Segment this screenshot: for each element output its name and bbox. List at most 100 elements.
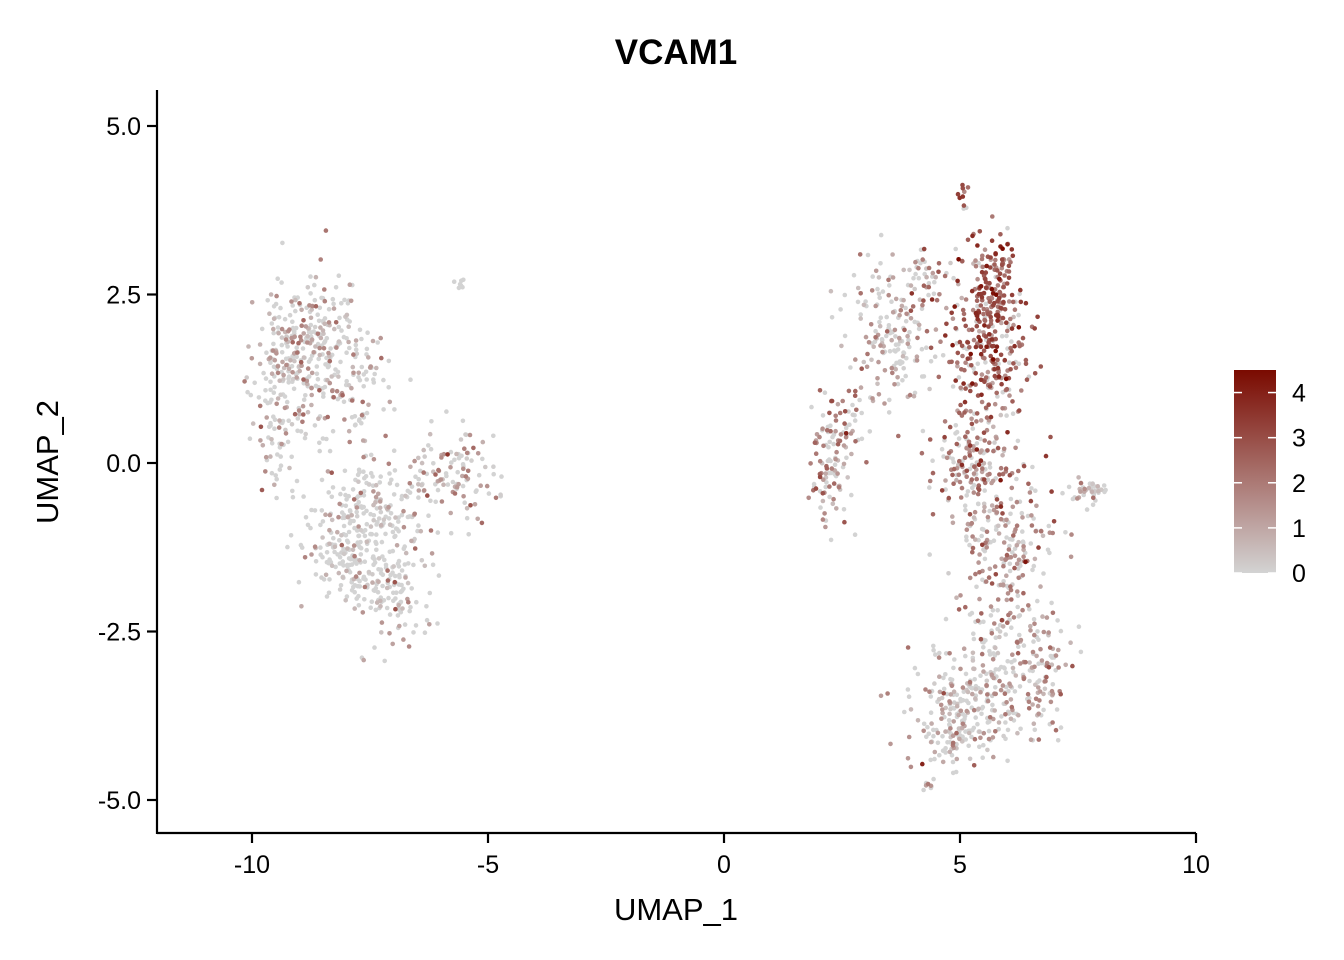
cell-point (995, 365, 1001, 371)
cell-point (925, 781, 931, 787)
cell-point (1076, 624, 1082, 629)
cell-point (316, 318, 322, 324)
cell-point (999, 320, 1004, 326)
cell-point (418, 468, 423, 474)
cell-point (387, 549, 393, 555)
cell-point (890, 275, 896, 280)
cell-point (360, 610, 366, 615)
cell-point (835, 441, 841, 447)
cell-point (1017, 613, 1023, 618)
cell-point (399, 496, 404, 502)
cell-point (906, 337, 911, 343)
cell-point (1032, 664, 1037, 670)
cell-point (971, 666, 976, 671)
cell-point (1069, 532, 1074, 537)
cell-point (371, 457, 377, 462)
cell-point (1007, 472, 1013, 478)
cell-point (299, 604, 304, 609)
cell-point (964, 527, 970, 532)
cell-point (960, 685, 966, 690)
cell-point (312, 508, 318, 513)
cell-point (390, 529, 396, 535)
cell-point (411, 562, 416, 568)
cell-point (990, 735, 996, 740)
cell-point (370, 580, 375, 585)
cell-point (919, 306, 925, 312)
cell-point (412, 511, 418, 517)
cell-point (900, 378, 905, 383)
cell-point (450, 479, 456, 485)
cell-point (969, 288, 975, 294)
cell-point (407, 514, 413, 519)
cell-point (921, 246, 927, 252)
cell-point (449, 460, 454, 465)
cell-point (343, 492, 348, 498)
cell-point (981, 348, 987, 354)
cell-point (295, 350, 300, 355)
cell-point (318, 325, 323, 330)
cell-point (940, 710, 945, 716)
cell-point (828, 428, 833, 434)
cell-point (395, 527, 400, 532)
cell-point (322, 321, 328, 327)
cell-point (370, 338, 376, 344)
cell-point (1006, 710, 1012, 716)
cell-point (966, 730, 972, 736)
cell-point (955, 278, 960, 284)
cell-point (343, 532, 349, 538)
cell-point (917, 297, 923, 303)
cell-point (962, 399, 968, 405)
cell-point (1060, 490, 1065, 496)
cell-point (263, 388, 268, 393)
cell-point (979, 399, 985, 405)
cell-point (947, 424, 953, 430)
cell-point (373, 607, 379, 613)
cell-point (846, 409, 851, 414)
cell-point (859, 410, 864, 416)
cell-point (980, 264, 986, 270)
cell-point (1029, 486, 1034, 491)
cell-point (422, 630, 428, 635)
cell-point (269, 397, 274, 403)
cell-point (933, 652, 938, 657)
cell-point (901, 297, 906, 303)
cell-point (336, 374, 341, 379)
cell-point (1011, 361, 1016, 366)
cell-point (1049, 489, 1054, 494)
cell-point (1014, 476, 1019, 482)
cell-point (242, 379, 247, 384)
cell-point (1084, 507, 1090, 512)
cell-point (295, 428, 300, 434)
cell-point (278, 305, 283, 311)
cell-point (1023, 361, 1029, 367)
cell-point (1014, 543, 1020, 548)
cell-point (312, 423, 318, 428)
cell-point (824, 480, 829, 485)
cell-point (333, 320, 339, 325)
cell-point (1027, 606, 1032, 612)
cell-point (828, 288, 834, 294)
cell-point (897, 335, 902, 341)
cell-point (943, 333, 948, 338)
y-tick-label: 0.0 (106, 450, 141, 478)
cell-point (947, 699, 952, 704)
cell-point (990, 702, 995, 708)
cell-point (433, 499, 439, 505)
cell-point (299, 323, 305, 329)
cell-point (957, 195, 962, 201)
cell-point (403, 493, 408, 499)
cell-point (1013, 445, 1018, 451)
cell-point (290, 494, 296, 500)
cell-point (357, 417, 362, 422)
cell-point (499, 474, 504, 479)
cell-point (428, 498, 433, 504)
cell-point (987, 715, 993, 720)
cell-point (363, 474, 369, 479)
cell-point (989, 337, 995, 342)
cell-point (937, 752, 942, 758)
cell-point (1028, 623, 1033, 629)
cell-point (1004, 413, 1009, 418)
cell-point (461, 466, 466, 472)
cell-point (1049, 688, 1055, 694)
cell-point (454, 451, 459, 457)
